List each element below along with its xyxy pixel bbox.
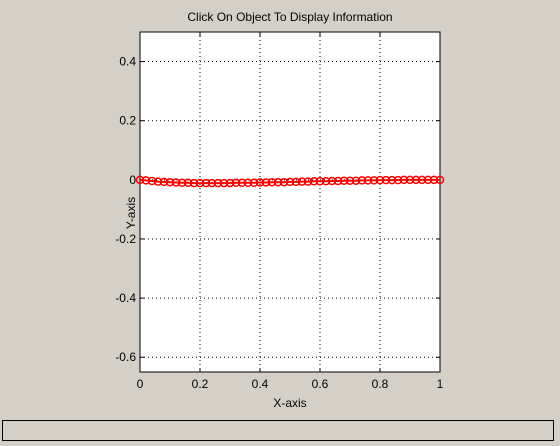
data-point[interactable] [183,178,193,188]
data-point[interactable] [255,178,265,187]
x-tick-label: 0.6 [312,377,329,391]
data-point[interactable] [261,178,271,187]
y-tick-label: -0.6 [115,350,136,364]
data-point[interactable] [267,177,277,187]
data-point[interactable] [381,175,391,185]
data-point[interactable] [189,178,199,188]
status-bar [2,420,554,441]
grid-lines [140,32,440,372]
data-point[interactable] [333,176,343,186]
data-point[interactable] [297,177,307,186]
data-point[interactable] [219,178,229,188]
axes-box [139,31,441,373]
data-point[interactable] [339,176,349,185]
data-point[interactable] [423,175,433,185]
data-point[interactable] [429,175,439,185]
data-point[interactable] [321,177,331,186]
data-point[interactable] [147,176,157,186]
x-tick-label: 1 [437,377,444,391]
data-point[interactable] [375,175,385,185]
data-point[interactable] [435,175,445,185]
data-point[interactable] [225,178,235,188]
data-point[interactable] [237,178,247,188]
x-tick-label: 0.8 [372,377,389,391]
data-point[interactable] [387,175,397,185]
data-point[interactable] [273,177,283,187]
x-axis-label: X-axis [273,396,307,410]
y-tick-label: 0.2 [119,114,136,128]
data-point[interactable] [315,177,325,186]
y-tick-label: -0.2 [115,232,136,246]
y-axis-label: Y-axis [124,196,138,230]
data-point[interactable] [141,176,151,185]
data-point[interactable] [159,177,169,187]
data-point[interactable] [393,175,403,185]
data-point[interactable] [327,176,337,186]
data-point[interactable] [345,176,355,185]
x-ticks: 0 0.2 0.4 0.6 0.8 1 [137,32,444,391]
data-point[interactable] [195,178,205,188]
y-tick-label: 0 [129,173,136,187]
data-point[interactable] [303,177,313,186]
data-point[interactable] [135,175,145,185]
data-point[interactable] [201,178,211,188]
data-point[interactable] [165,177,175,187]
data-point[interactable] [249,178,259,188]
plot-area[interactable]: 0 0.2 0.4 0.6 0.8 1 0.4 0.2 0 -0.2 -0.4 -0.6 [0,0,560,420]
data-point[interactable] [309,177,319,186]
plot-title: Click On Object To Display Information [187,10,393,24]
data-point[interactable] [363,176,373,185]
figure-window: Click On Object To Display Information 0… [0,0,560,420]
data-point[interactable] [207,178,217,188]
x-tick-label: 0 [137,377,144,391]
x-tick-label: 0.2 [192,377,209,391]
y-ticks: 0.4 0.2 0 -0.2 -0.4 -0.6 [115,55,440,364]
data-point[interactable] [405,175,415,185]
data-point[interactable] [231,178,241,188]
x-tick-label: 0.4 [252,377,269,391]
data-point[interactable] [171,178,181,187]
data-point[interactable] [411,175,421,185]
data-point[interactable] [417,175,427,185]
data-point[interactable] [153,177,163,186]
data-point[interactable] [243,178,253,188]
data-point[interactable] [369,176,379,185]
data-point[interactable] [291,177,301,187]
y-tick-label: -0.4 [115,291,136,305]
data-point[interactable] [357,176,367,185]
y-tick-label: 0.4 [119,55,136,69]
data-point[interactable] [285,177,295,187]
data-point[interactable] [177,178,187,188]
data-point[interactable] [351,176,361,185]
data-point[interactable] [399,175,409,185]
data-point[interactable] [213,178,223,188]
data-series [135,175,445,188]
data-point[interactable] [279,177,289,187]
